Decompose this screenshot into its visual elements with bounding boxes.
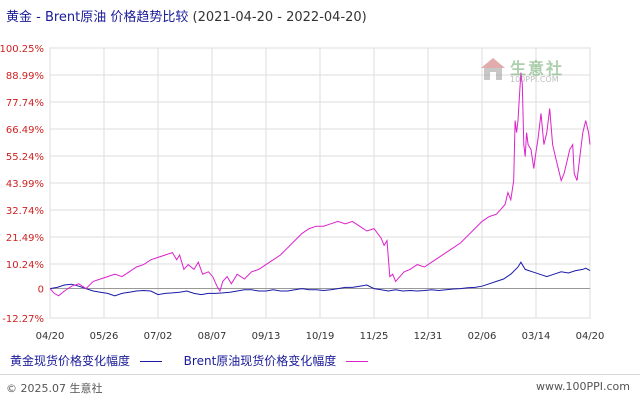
legend-item-brent: Brent原油现货价格变化幅度 [183,352,369,369]
x-tick-label: 02/06 [468,331,497,342]
x-tick-label: 09/13 [252,331,281,342]
x-tick-label: 12/31 [414,331,443,342]
y-tick-label: 43.99% [6,179,44,190]
y-tick-label: -12.27% [2,314,44,325]
house-logo-icon [481,58,505,80]
trend-chart: 100.25% 88.99% 77.74% 66.49% 55.24% 43.99% 32.… [0,44,605,342]
watermark-url: 100PPI.COM [510,75,559,84]
copyright-text: © 2025.07 生意社 [6,382,103,395]
x-tick-label: 05/26 [90,331,119,342]
y-tick-label: 100.25% [0,44,44,55]
chart-title: 黄金 - Brent原油 价格趋势比较 (2021-04-20 - 2022-0… [6,6,367,25]
gold-series-line [49,261,591,297]
x-tick-label: 10/19 [306,331,335,342]
legend-swatch-brent [346,361,369,362]
watermark-logo: 生意社 100PPI.COM [480,55,580,89]
y-tick-label: 77.74% [6,98,44,109]
legend-swatch-gold [139,361,162,362]
legend-item-gold: 黄金现货价格变化幅度 [10,352,162,369]
y-tick-label: 32.74% [6,206,44,217]
legend-label-brent: Brent原油现货价格变化幅度 [183,354,337,368]
chart-title-range: (2021-04-20 - 2022-04-20) [192,10,367,25]
x-tick-label: 04/20 [576,331,605,342]
y-tick-label: 88.99% [6,71,44,82]
y-tick-label: 55.24% [6,152,44,163]
x-tick-label: 07/02 [144,331,173,342]
y-tick-label: 0 [38,285,44,296]
y-tick-label: 21.49% [6,233,44,244]
x-tick-label: 11/25 [360,331,389,342]
footer-divider [0,374,640,375]
chart-title-main: 黄金 - Brent原油 价格趋势比较 [6,10,189,25]
legend-label-gold: 黄金现货价格变化幅度 [10,354,131,368]
y-tick-label: 66.49% [6,125,44,136]
brent-series-line [49,72,591,297]
x-tick-label: 04/20 [36,331,65,342]
x-tick-label: 08/07 [198,331,227,342]
chart-legend: 黄金现货价格变化幅度 Brent原油现货价格变化幅度 [10,352,386,369]
x-tick-label: 03/14 [522,331,551,342]
y-tick-label: 10.24% [6,260,44,271]
site-link[interactable]: www.100PPI.com [536,380,630,393]
watermark-name: 生意社 [510,59,565,78]
